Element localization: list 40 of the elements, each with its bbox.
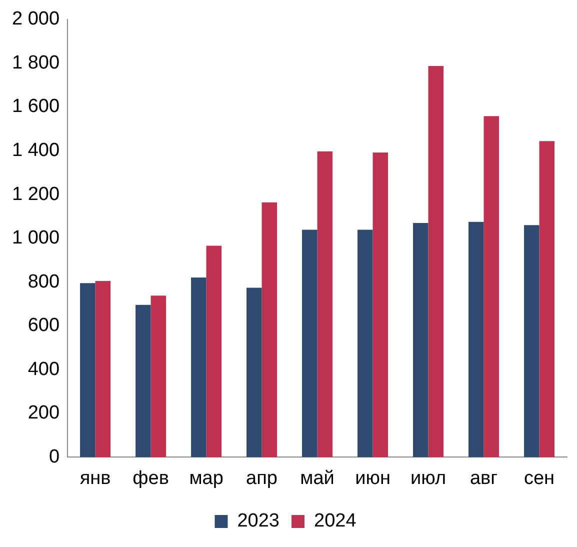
bar [80, 283, 96, 458]
bar [150, 296, 166, 458]
bar [317, 151, 333, 458]
y-tick-label: 1 600 [12, 96, 60, 118]
y-tick-label: 1 400 [12, 140, 60, 161]
y-tick-label: 1 200 [12, 184, 60, 205]
y-tick-label: 1 800 [12, 52, 60, 74]
y-tick-label: 1 000 [12, 228, 60, 249]
x-tick-label: июл [410, 468, 446, 489]
bar [484, 116, 500, 458]
y-tick-label: 400 [28, 358, 60, 380]
x-tick-label: мар [189, 468, 224, 489]
x-tick-label: июн [355, 468, 390, 489]
y-tick-label: 0 [48, 446, 60, 468]
bar [539, 141, 555, 458]
bar [358, 230, 373, 458]
bar [136, 304, 151, 458]
bar [246, 288, 262, 458]
x-tick-label: апр [246, 468, 278, 489]
x-tick-label: авг [470, 468, 498, 489]
bar [191, 277, 206, 458]
bar [413, 222, 428, 458]
x-tick-label: фев [132, 468, 169, 489]
legend-label: 2023 [237, 510, 280, 532]
x-tick-label: май [300, 468, 334, 489]
y-tick-label: 2 000 [12, 8, 60, 30]
bar [262, 202, 278, 458]
bar [372, 152, 388, 458]
x-tick-label: сен [524, 468, 555, 489]
y-tick-label: 800 [28, 271, 60, 292]
bar [206, 246, 222, 458]
legend-label: 2024 [314, 510, 357, 532]
y-tick-label: 200 [28, 402, 60, 424]
bar [468, 222, 484, 458]
bar [524, 225, 540, 458]
bar [428, 66, 444, 458]
x-tick-label: янв [80, 468, 111, 489]
bar [95, 280, 111, 458]
bar [302, 230, 318, 458]
y-tick-label: 600 [28, 315, 60, 336]
